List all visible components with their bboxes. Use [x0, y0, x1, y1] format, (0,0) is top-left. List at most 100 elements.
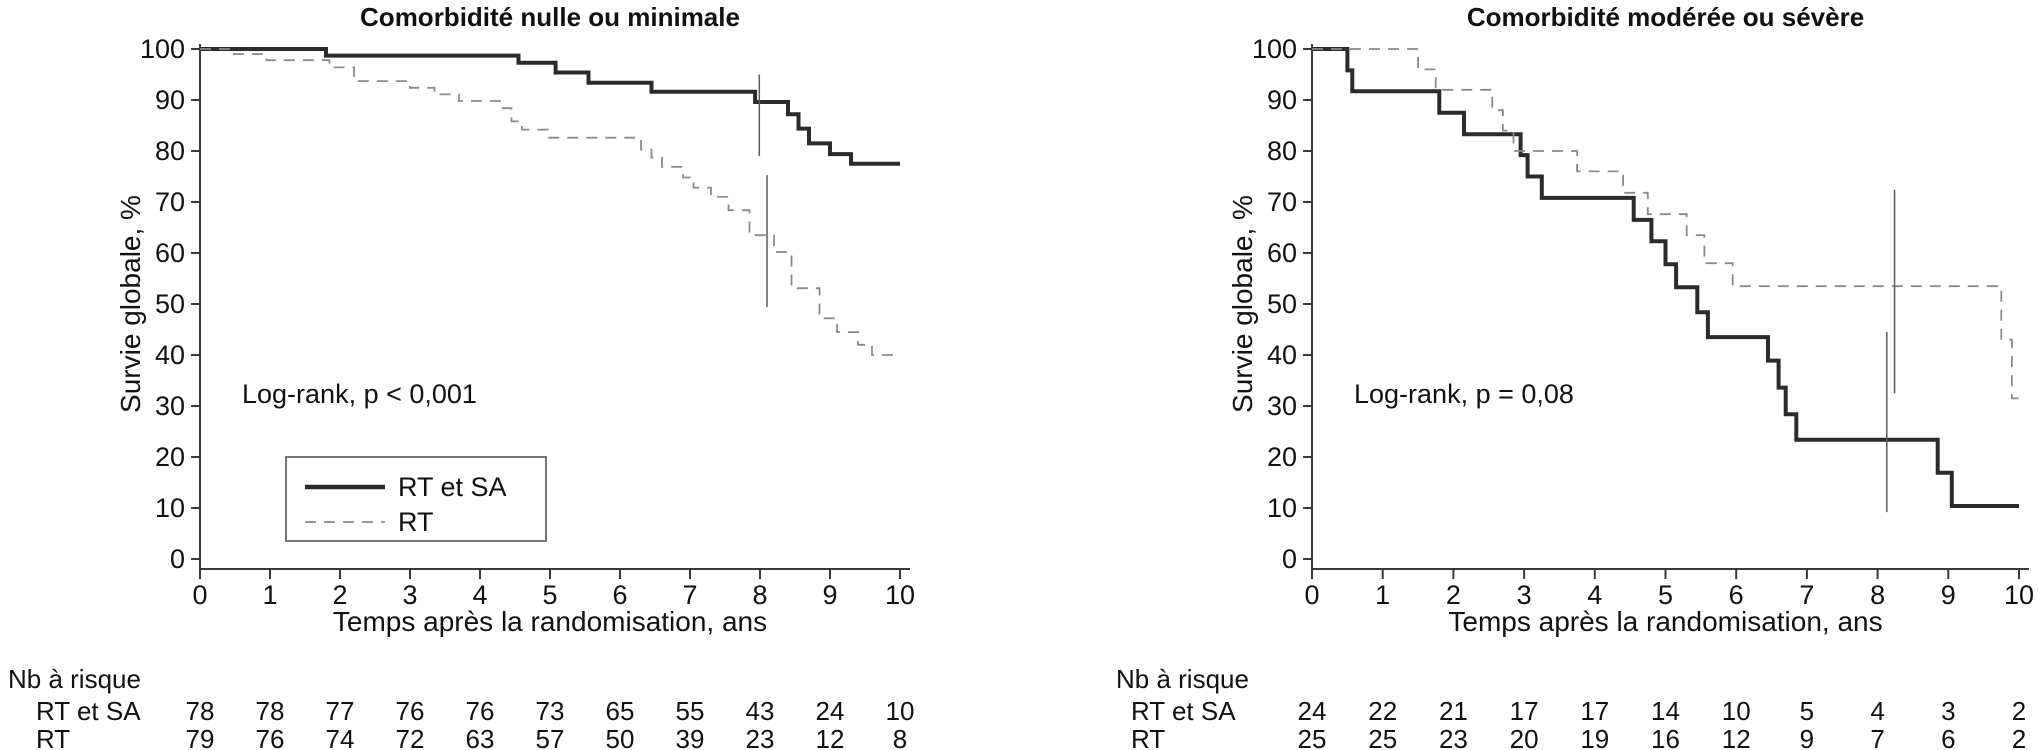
- y-tick-label: 20: [1267, 442, 1297, 472]
- risk-table-label: Nb à risque: [8, 664, 141, 694]
- y-tick-label: 50: [155, 289, 185, 319]
- y-tick-label: 90: [1267, 85, 1297, 115]
- y-tick-label: 60: [155, 238, 185, 268]
- y-tick-label: 90: [155, 85, 185, 115]
- x-tick-label: 5: [542, 580, 557, 610]
- y-tick-label: 50: [1267, 289, 1297, 319]
- x-tick-label: 9: [822, 580, 837, 610]
- survival-curve-solid: [1312, 47, 2019, 508]
- x-tick-label: 2: [332, 580, 347, 610]
- x-tick-label: 7: [1799, 580, 1814, 610]
- x-tick-label: 10: [885, 580, 915, 610]
- y-axis-label: Survie globale, %: [1227, 195, 1258, 413]
- risk-value: 19: [1580, 724, 1609, 750]
- y-tick-label: 40: [155, 340, 185, 370]
- risk-value: 20: [1510, 724, 1539, 750]
- y-tick-label: 10: [155, 493, 185, 523]
- risk-value: 17: [1580, 696, 1609, 726]
- risk-value: 25: [1298, 724, 1327, 750]
- x-tick-label: 0: [192, 580, 207, 610]
- x-tick-label: 7: [682, 580, 697, 610]
- risk-value: 12: [1722, 724, 1751, 750]
- x-tick-label: 10: [2004, 580, 2034, 610]
- risk-value: 50: [606, 724, 635, 750]
- risk-value: 78: [186, 696, 215, 726]
- risk-value: 73: [536, 696, 565, 726]
- x-tick-label: 4: [472, 580, 487, 610]
- y-tick-label: 0: [1282, 544, 1297, 574]
- risk-value: 17: [1510, 696, 1539, 726]
- risk-value: 65: [606, 696, 635, 726]
- risk-value: 39: [676, 724, 705, 750]
- risk-table-label: Nb à risque: [1116, 664, 1249, 694]
- x-tick-label: 8: [752, 580, 767, 610]
- risk-value: 5: [1800, 696, 1814, 726]
- risk-value: 63: [466, 724, 495, 750]
- x-tick-label: 1: [1375, 580, 1390, 610]
- risk-value: 76: [396, 696, 425, 726]
- x-tick-label: 6: [1729, 580, 1744, 610]
- y-tick-label: 70: [1267, 187, 1297, 217]
- y-tick-label: 60: [1267, 238, 1297, 268]
- x-tick-label: 8: [1870, 580, 1885, 610]
- y-tick-label: 30: [1267, 391, 1297, 421]
- risk-value: 78: [256, 696, 285, 726]
- y-tick-label: 80: [155, 136, 185, 166]
- risk-value: 22: [1368, 696, 1397, 726]
- x-tick-label: 9: [1941, 580, 1956, 610]
- survival-curve-dashed: [200, 48, 900, 356]
- risk-value: 2: [2012, 696, 2026, 726]
- risk-value: 7: [1870, 724, 1884, 750]
- risk-value: 55: [676, 696, 705, 726]
- risk-value: 79: [186, 724, 215, 750]
- risk-value: 8: [893, 724, 907, 750]
- risk-value: 43: [746, 696, 775, 726]
- risk-value: 21: [1439, 696, 1468, 726]
- risk-value: 2: [2012, 724, 2026, 750]
- risk-row-label: RT et SA: [1131, 696, 1236, 726]
- x-tick-label: 6: [612, 580, 627, 610]
- logrank-annotation: Log-rank, p < 0,001: [242, 379, 477, 409]
- risk-value: 25: [1368, 724, 1397, 750]
- risk-value: 76: [256, 724, 285, 750]
- x-tick-label: 0: [1304, 580, 1319, 610]
- x-axis-label: Temps après la randomisation, ans: [1448, 606, 1882, 637]
- risk-value: 10: [886, 696, 915, 726]
- logrank-annotation: Log-rank, p = 0,08: [1354, 379, 1574, 409]
- risk-value: 23: [1439, 724, 1468, 750]
- x-tick-label: 4: [1587, 580, 1602, 610]
- risk-value: 16: [1651, 724, 1680, 750]
- y-tick-label: 0: [170, 544, 185, 574]
- risk-value: 6: [1941, 724, 1955, 750]
- survival-curve-solid: [200, 47, 900, 166]
- chart-title: Comorbidité nulle ou minimale: [360, 2, 740, 32]
- legend-box: [285, 456, 547, 542]
- x-tick-label: 2: [1446, 580, 1461, 610]
- risk-value: 77: [326, 696, 355, 726]
- risk-value: 76: [466, 696, 495, 726]
- y-tick-label: 100: [140, 34, 185, 64]
- x-tick-label: 1: [262, 580, 277, 610]
- x-axis-label: Temps après la randomisation, ans: [333, 606, 767, 637]
- survival-curves: [200, 47, 900, 356]
- survival-curves: [1312, 47, 2019, 508]
- risk-value: 9: [1800, 724, 1814, 750]
- axes: 0 10 20 30 40 50 60 70 80 90 100 0 1 2 3 4 5 6 7 8 9 10: [1252, 34, 2034, 610]
- legend-label: RT: [398, 507, 434, 537]
- risk-value: 12: [816, 724, 845, 750]
- x-tick-label: 3: [402, 580, 417, 610]
- risk-row-label: RT: [1131, 724, 1165, 750]
- risk-value: 24: [816, 696, 845, 726]
- y-tick-label: 70: [155, 187, 185, 217]
- y-tick-label: 30: [155, 391, 185, 421]
- risk-value: 10: [1722, 696, 1751, 726]
- legend-label: RT et SA: [398, 472, 507, 502]
- risk-value: 24: [1298, 696, 1327, 726]
- y-tick-label: 80: [1267, 136, 1297, 166]
- y-tick-label: 20: [155, 442, 185, 472]
